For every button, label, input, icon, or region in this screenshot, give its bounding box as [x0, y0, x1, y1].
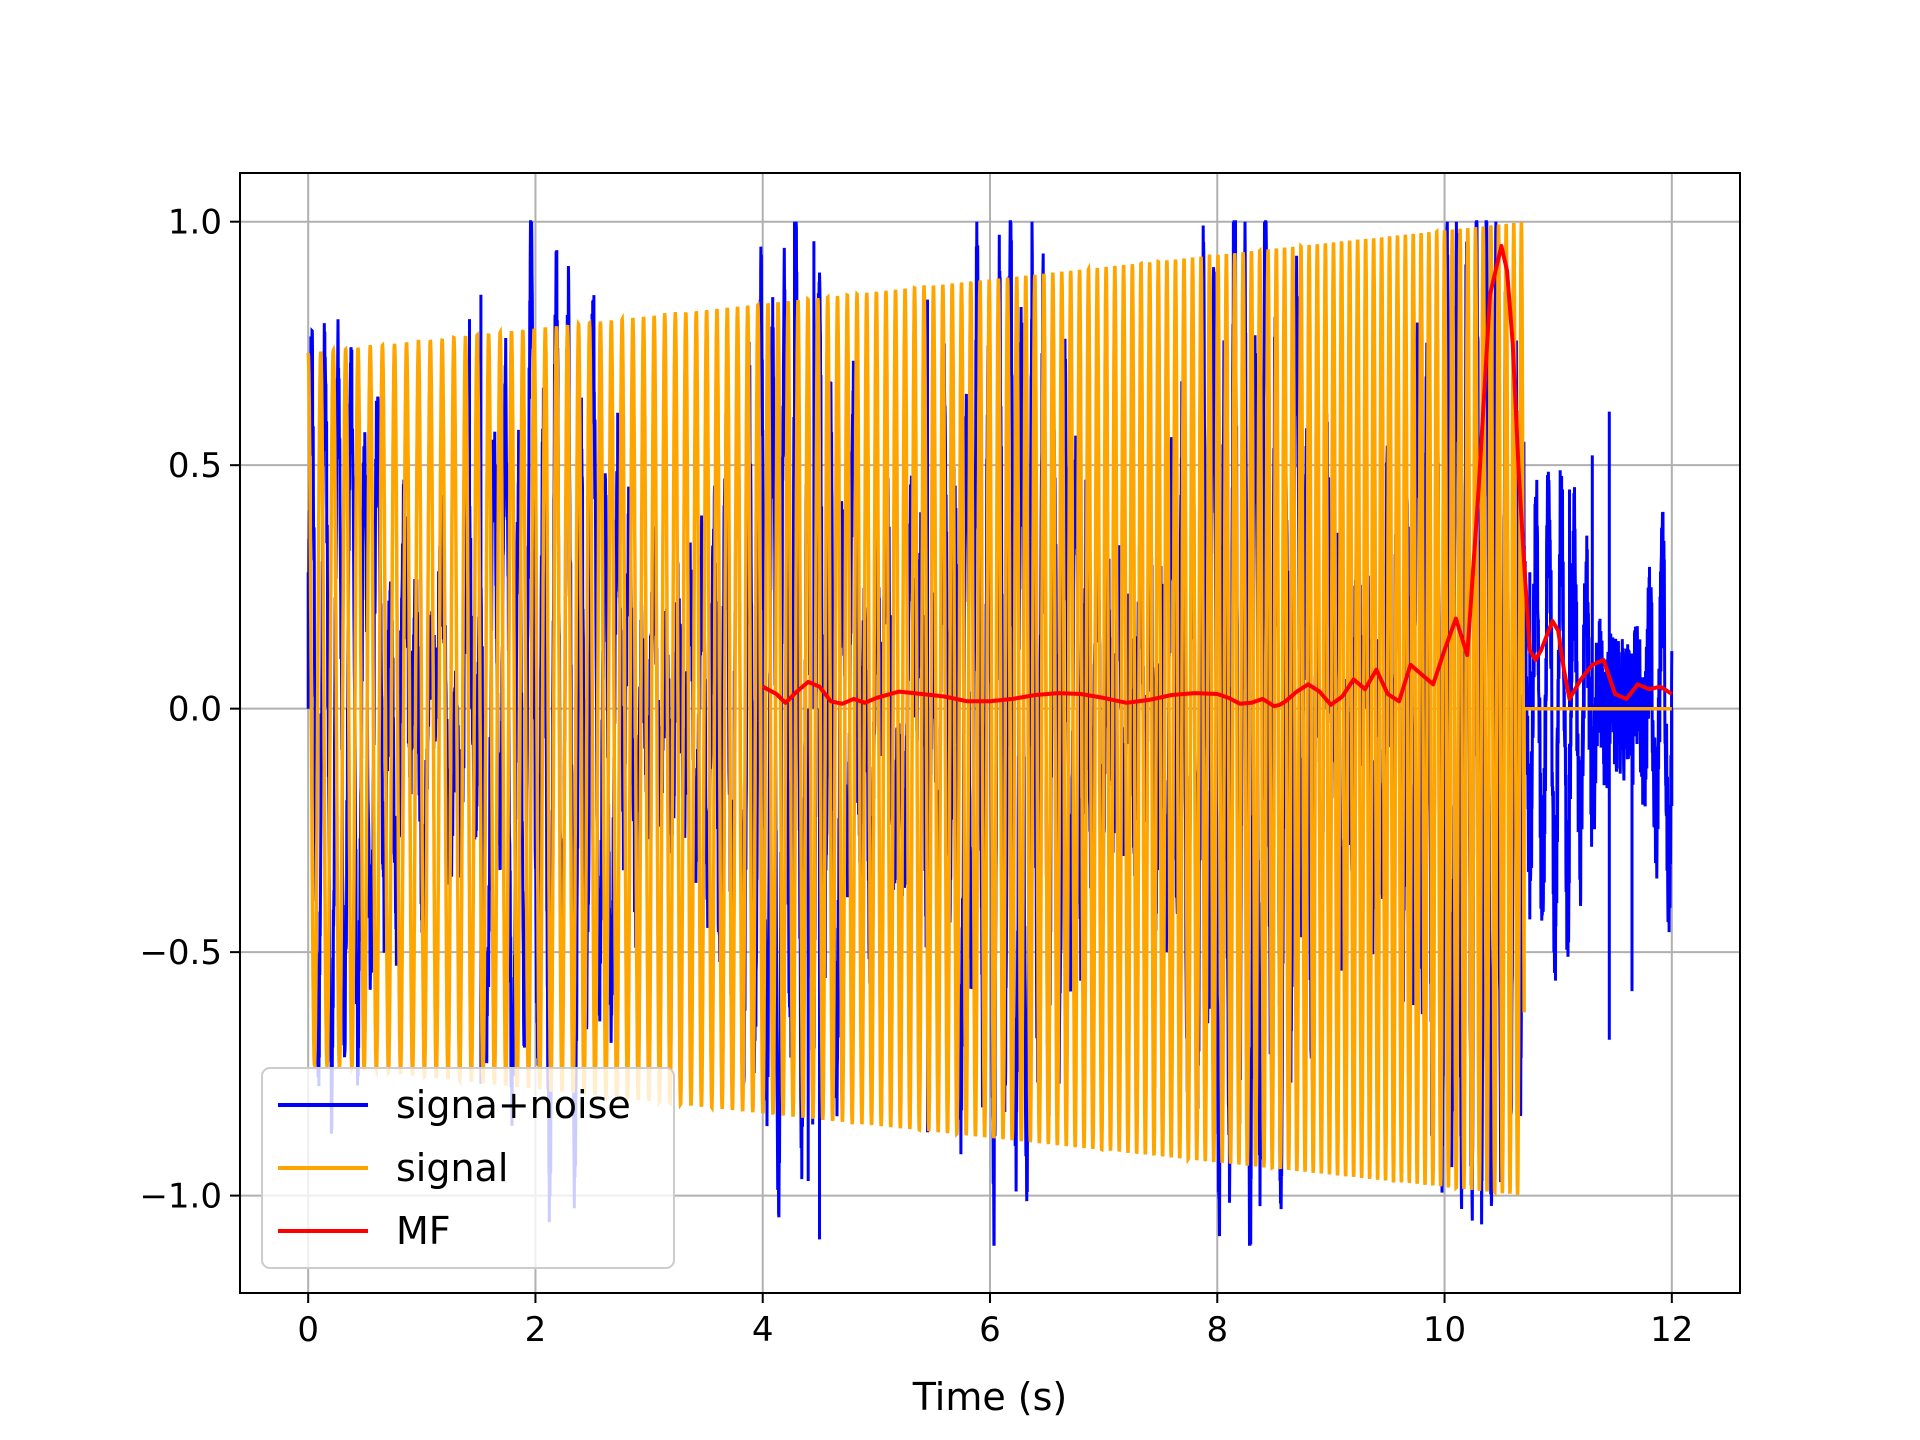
series-line-signal — [306, 221, 1672, 1198]
x-tick-label: 10 — [1423, 1310, 1466, 1350]
x-tick-label: 6 — [979, 1310, 1001, 1350]
x-axis-ticks: 0 2 4 6 8 10 12 — [297, 1293, 1693, 1350]
x-tick-label: 12 — [1650, 1310, 1693, 1350]
plot-area — [306, 220, 1674, 1246]
x-tick-label: 4 — [752, 1310, 774, 1350]
y-tick-label: 0.0 — [168, 690, 222, 730]
y-axis-ticks: 1.0 0.5 0.0 −0.5 −1.0 — [139, 203, 240, 1217]
legend-label: MF — [396, 1209, 451, 1253]
legend-box — [261, 1067, 675, 1269]
series-layer — [306, 220, 1674, 1246]
x-axis-label: Time (s) — [912, 1375, 1068, 1419]
x-tick-label: 8 — [1206, 1310, 1228, 1350]
series-line-mf — [761, 244, 1673, 709]
y-tick-label: −1.0 — [139, 1177, 222, 1217]
legend: signa+noise signal MF — [261, 1067, 675, 1269]
legend-label: signa+noise — [396, 1083, 631, 1127]
x-tick-label: 2 — [525, 1310, 547, 1350]
x-tick-label: 0 — [297, 1310, 319, 1350]
y-tick-label: 1.0 — [168, 203, 222, 243]
legend-label: signal — [396, 1146, 508, 1190]
y-tick-label: −0.5 — [139, 933, 222, 973]
y-tick-label: 0.5 — [168, 446, 222, 486]
